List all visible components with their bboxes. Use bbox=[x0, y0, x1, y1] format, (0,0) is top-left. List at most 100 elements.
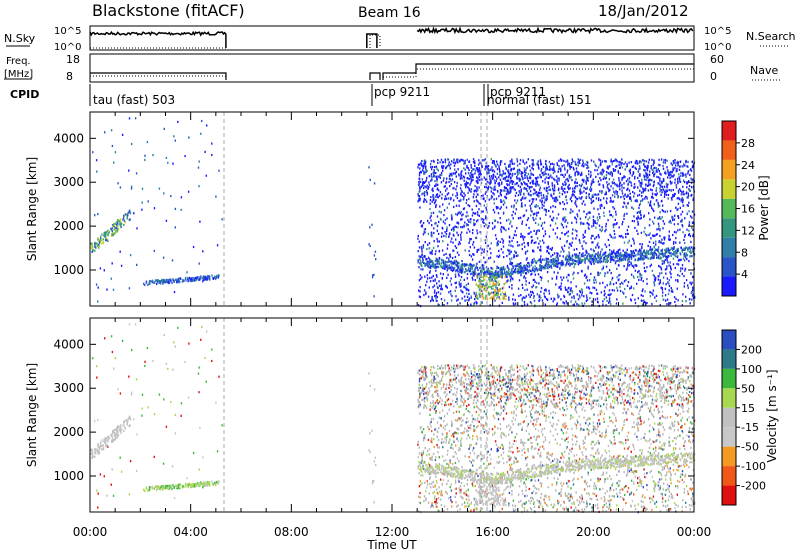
power-point bbox=[530, 261, 533, 264]
power-point bbox=[547, 181, 549, 184]
power-point bbox=[505, 187, 508, 190]
power-point bbox=[458, 253, 460, 257]
power-point bbox=[501, 275, 504, 278]
power-point bbox=[582, 254, 584, 258]
power-point bbox=[432, 274, 434, 278]
power-point bbox=[623, 186, 625, 190]
power-point bbox=[473, 271, 475, 274]
power-point bbox=[620, 234, 623, 238]
power-point bbox=[663, 238, 666, 241]
power-point bbox=[198, 185, 200, 188]
power-point bbox=[630, 261, 632, 264]
power-point bbox=[103, 269, 105, 272]
power-point bbox=[523, 303, 526, 306]
power-point bbox=[652, 185, 655, 188]
power-point bbox=[586, 213, 588, 216]
power-point bbox=[575, 167, 578, 170]
power-point bbox=[427, 262, 429, 265]
power-point bbox=[623, 201, 625, 204]
power-point bbox=[521, 202, 523, 205]
power-point bbox=[669, 176, 671, 179]
power-point bbox=[196, 278, 198, 281]
power-point bbox=[653, 245, 655, 248]
power-point bbox=[470, 295, 472, 298]
power-point bbox=[439, 174, 441, 177]
power-point bbox=[594, 252, 597, 256]
power-point bbox=[687, 194, 690, 197]
power-point bbox=[218, 169, 220, 172]
power-point bbox=[528, 281, 530, 285]
power-point bbox=[688, 201, 690, 204]
power-point bbox=[369, 178, 371, 181]
power-point bbox=[665, 267, 668, 270]
power-point bbox=[556, 236, 558, 239]
power-point bbox=[451, 216, 453, 219]
power-point bbox=[446, 265, 448, 268]
power-point bbox=[427, 260, 429, 264]
power-point bbox=[519, 265, 521, 268]
power-point bbox=[636, 211, 639, 214]
power-point bbox=[583, 165, 585, 168]
power-point bbox=[673, 230, 676, 234]
power-point bbox=[672, 249, 674, 252]
power-point bbox=[628, 169, 631, 172]
power-point bbox=[515, 182, 518, 185]
power-point bbox=[628, 189, 631, 192]
power-point bbox=[476, 169, 479, 172]
power-point bbox=[541, 197, 543, 200]
power-point bbox=[533, 241, 535, 245]
power-point bbox=[193, 278, 195, 281]
power-point bbox=[567, 287, 570, 290]
power-point bbox=[421, 225, 424, 228]
power-point bbox=[455, 238, 457, 241]
power-point bbox=[426, 169, 428, 172]
power-point bbox=[590, 188, 593, 191]
power-point bbox=[465, 201, 467, 205]
power-point bbox=[536, 269, 539, 272]
power-point bbox=[625, 233, 627, 236]
power-point bbox=[450, 283, 453, 286]
power-point bbox=[460, 173, 462, 176]
power-point bbox=[542, 227, 544, 230]
power-point bbox=[95, 246, 97, 249]
power-point bbox=[553, 192, 555, 195]
power-point bbox=[539, 248, 541, 252]
power-point bbox=[553, 197, 556, 200]
power-point bbox=[524, 277, 527, 280]
power-point bbox=[608, 190, 610, 193]
power-point bbox=[607, 256, 609, 259]
power-point bbox=[428, 175, 430, 178]
power-point bbox=[468, 264, 470, 267]
power-point bbox=[615, 165, 617, 168]
power-point bbox=[432, 262, 434, 265]
power-point bbox=[574, 186, 576, 189]
power-point bbox=[688, 232, 691, 236]
power-point bbox=[421, 164, 423, 167]
power-point bbox=[450, 198, 452, 201]
power-point bbox=[498, 296, 500, 299]
power-point bbox=[573, 194, 575, 197]
power-point bbox=[119, 218, 122, 221]
power-point bbox=[202, 250, 204, 253]
power-point bbox=[656, 233, 658, 236]
power-point bbox=[535, 184, 537, 187]
power-point bbox=[472, 176, 474, 179]
power-point bbox=[647, 189, 650, 192]
power-point bbox=[531, 273, 533, 276]
power-point bbox=[444, 158, 447, 161]
power-point bbox=[493, 202, 495, 205]
power-point bbox=[539, 173, 541, 177]
power-point bbox=[590, 248, 592, 251]
power-point bbox=[639, 258, 642, 261]
power-point bbox=[609, 281, 612, 284]
power-point bbox=[461, 177, 463, 180]
power-point bbox=[533, 299, 536, 302]
power-point bbox=[455, 225, 457, 229]
power-point bbox=[460, 210, 462, 213]
power-point bbox=[650, 200, 652, 203]
power-point bbox=[468, 253, 471, 257]
power-point bbox=[560, 287, 562, 291]
power-point bbox=[597, 271, 599, 274]
power-point bbox=[446, 302, 449, 305]
power-point bbox=[684, 234, 686, 237]
